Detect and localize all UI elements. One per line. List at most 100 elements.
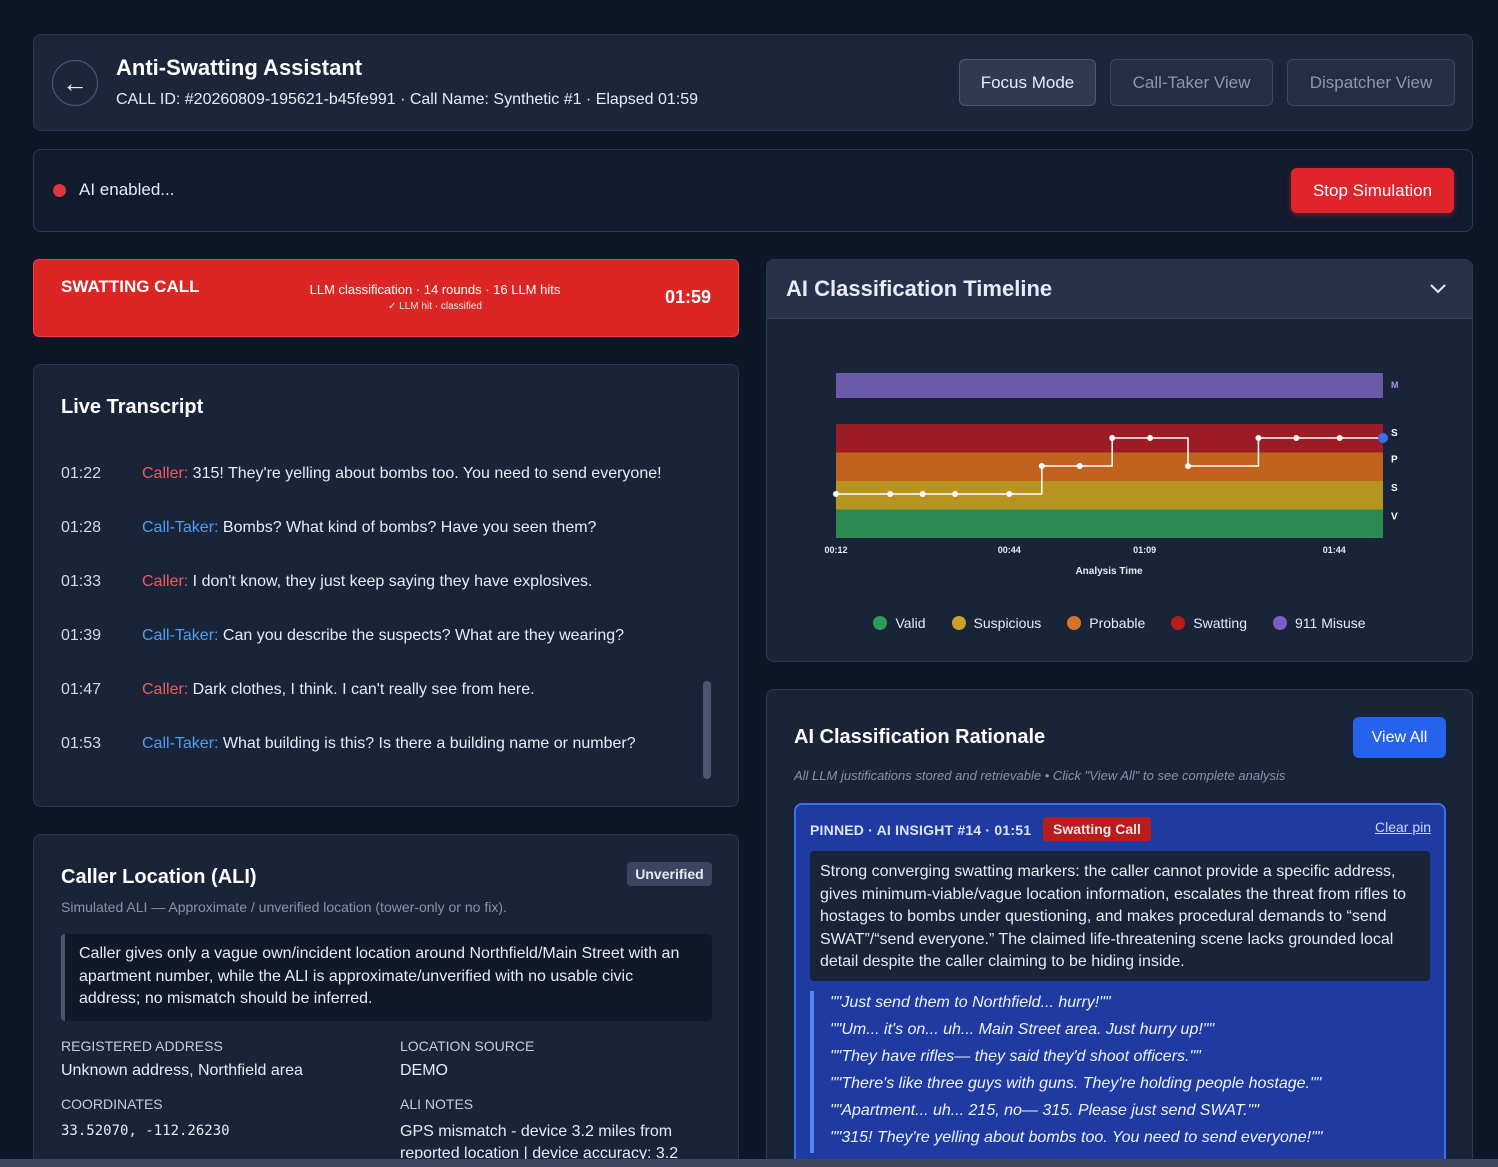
- category-band: [836, 481, 1383, 510]
- location-source-label: LOCATION SOURCE: [400, 1038, 535, 1054]
- line-time: 01:33: [61, 573, 102, 590]
- location-title: Caller Location (ALI): [61, 866, 257, 888]
- classification-banner: SWATTING CALL LLM classification · 14 ro…: [33, 259, 739, 337]
- legend-item: Swatting: [1171, 615, 1247, 631]
- x-tick-label: 01:09: [1133, 545, 1156, 555]
- timeline-legend: Valid Suspicious Probable Swatting 911 Misus…: [767, 615, 1472, 631]
- x-tick-label: 00:12: [824, 545, 847, 555]
- banner-time: 01:59: [665, 287, 712, 307]
- timeline-header[interactable]: AI Classification Timeline: [767, 260, 1472, 319]
- line-speaker: Caller:: [142, 465, 189, 482]
- transcript-title: Live Transcript: [61, 396, 204, 418]
- y-tick-label: P: [1391, 455, 1398, 466]
- line-time: 01:53: [61, 735, 102, 752]
- line-text: I don't know, they just keep saying they…: [188, 573, 593, 590]
- legend-dot-icon: [1067, 616, 1082, 630]
- data-point: [887, 491, 894, 497]
- evidence-quote: ""Just send them to Northfield... hurry!…: [810, 991, 1430, 1018]
- y-tick-label: V: [1391, 512, 1398, 523]
- page-title: Anti-Swatting Assistant: [116, 55, 363, 80]
- location-summary: Caller gives only a vague own/incident l…: [61, 934, 712, 1021]
- transcript-scrollbar[interactable]: [703, 681, 711, 779]
- transcript-line: 01:53 Call-Taker: What building is this? …: [61, 735, 636, 753]
- legend-item: Probable: [1067, 615, 1145, 631]
- location-source-value: DEMO: [400, 1062, 448, 1079]
- evidence-quotes: ""Just send them to Northfield... hurry!…: [810, 991, 1430, 1153]
- category-band: [836, 373, 1383, 398]
- legend-item: 911 Misuse: [1272, 615, 1366, 631]
- transcript-line: 01:39 Call-Taker: Can you describe the su…: [61, 627, 624, 645]
- current-point: [1378, 433, 1388, 443]
- line-time: 01:39: [61, 627, 102, 644]
- registered-address-label: REGISTERED ADDRESS: [61, 1038, 223, 1054]
- line-speaker: Call-Taker:: [142, 735, 219, 752]
- caller-location-panel: Caller Location (ALI) Unverified Simulat…: [33, 834, 739, 1167]
- classification-timeline-panel: AI Classification Timeline V S P S M 00:12 00:…: [766, 259, 1473, 662]
- line-speaker: Call-Taker:: [142, 627, 219, 644]
- unverified-badge: Unverified: [627, 862, 712, 886]
- classification-line: [836, 437, 1383, 495]
- line-text: Bombs? What kind of bombs? Have you seen…: [218, 519, 597, 536]
- legend-dot-icon: [873, 616, 888, 630]
- line-time: 01:22: [61, 465, 102, 482]
- legend-label: Valid: [895, 615, 926, 631]
- data-point: [833, 491, 839, 497]
- y-tick-label: S: [1391, 428, 1398, 439]
- data-point: [1076, 463, 1083, 469]
- data-point: [1336, 435, 1343, 441]
- data-point: [1255, 435, 1262, 441]
- category-band: [836, 509, 1383, 538]
- legend-dot-icon: [1171, 616, 1186, 630]
- back-arrow-icon: ←: [62, 67, 88, 98]
- call-taker-view-button[interactable]: Call-Taker View: [1110, 59, 1273, 106]
- transcript-line: 01:47 Caller: Dark clothes, I think. I ca…: [61, 681, 535, 699]
- legend-dot-icon: [1272, 616, 1287, 630]
- legend-label: Swatting: [1193, 615, 1247, 631]
- line-time: 01:47: [61, 681, 102, 698]
- line-text: Dark clothes, I think. I can't really se…: [188, 681, 535, 698]
- evidence-quote: ""315! They're yelling about bombs too. …: [810, 1126, 1430, 1153]
- legend-label: Suspicious: [973, 615, 1042, 631]
- live-transcript-panel: Live Transcript 01:22 Caller: 315! They'r…: [33, 364, 739, 807]
- transcript-line: 01:28 Call-Taker: Bombs? What kind of bom…: [61, 519, 596, 537]
- status-text: AI enabled...: [79, 180, 175, 199]
- line-text: What building is this? Is there a buildi…: [218, 735, 636, 752]
- stop-simulation-button[interactable]: Stop Simulation: [1291, 168, 1454, 213]
- classification-rationale-panel: AI Classification Rationale View All All…: [766, 689, 1473, 1167]
- y-tick-label: M: [1391, 380, 1399, 390]
- transcript-line: 01:33 Caller: I don't know, they just kee…: [61, 573, 592, 591]
- data-point: [919, 491, 926, 497]
- chevron-down-icon[interactable]: [1429, 278, 1447, 299]
- line-speaker: Caller:: [142, 573, 189, 590]
- back-button[interactable]: ←: [52, 60, 98, 106]
- focus-mode-button[interactable]: Focus Mode: [959, 59, 1096, 106]
- data-point: [1293, 435, 1300, 441]
- view-all-button[interactable]: View All: [1353, 717, 1446, 758]
- legend-item: Valid: [873, 615, 926, 631]
- legend-dot-icon: [951, 616, 966, 630]
- x-tick-label: 01:44: [1323, 545, 1346, 555]
- ali-notes-label: ALI NOTES: [400, 1096, 474, 1112]
- line-text: 315! They're yelling about bombs too. Yo…: [188, 465, 662, 482]
- horizontal-scrollbar[interactable]: [0, 1159, 1498, 1167]
- evidence-quote: ""Apartment... uh... 215, no— 315. Pleas…: [810, 1099, 1430, 1126]
- data-point: [1109, 435, 1116, 441]
- data-point: [1147, 435, 1154, 441]
- rationale-title: AI Classification Rationale: [794, 726, 1046, 748]
- data-point: [1006, 491, 1013, 497]
- evidence-quote: ""There's like three guys with guns. The…: [810, 1072, 1430, 1099]
- transcript-line: 01:22 Caller: 315! They're yelling about …: [61, 465, 662, 483]
- ali-notes-value: GPS mismatch - device 3.2 miles from rep…: [400, 1123, 679, 1162]
- rationale-subtitle: All LLM justifications stored and retrie…: [794, 768, 1286, 783]
- data-point: [952, 491, 959, 497]
- registered-address-value: Unknown address, Northfield area: [61, 1062, 303, 1079]
- legend-label: Probable: [1089, 615, 1146, 631]
- pinned-insight-header: PINNED · AI INSIGHT #14 · 01:51: [810, 822, 1032, 838]
- data-point: [1038, 463, 1045, 469]
- line-text: Can you describe the suspects? What are …: [218, 627, 625, 644]
- x-tick-label: 00:44: [998, 545, 1021, 555]
- clear-pin-link[interactable]: Clear pin: [1375, 819, 1432, 835]
- line-speaker: Call-Taker:: [142, 519, 219, 536]
- banner-label: SWATTING CALL: [61, 277, 200, 296]
- dispatcher-view-button[interactable]: Dispatcher View: [1287, 59, 1455, 106]
